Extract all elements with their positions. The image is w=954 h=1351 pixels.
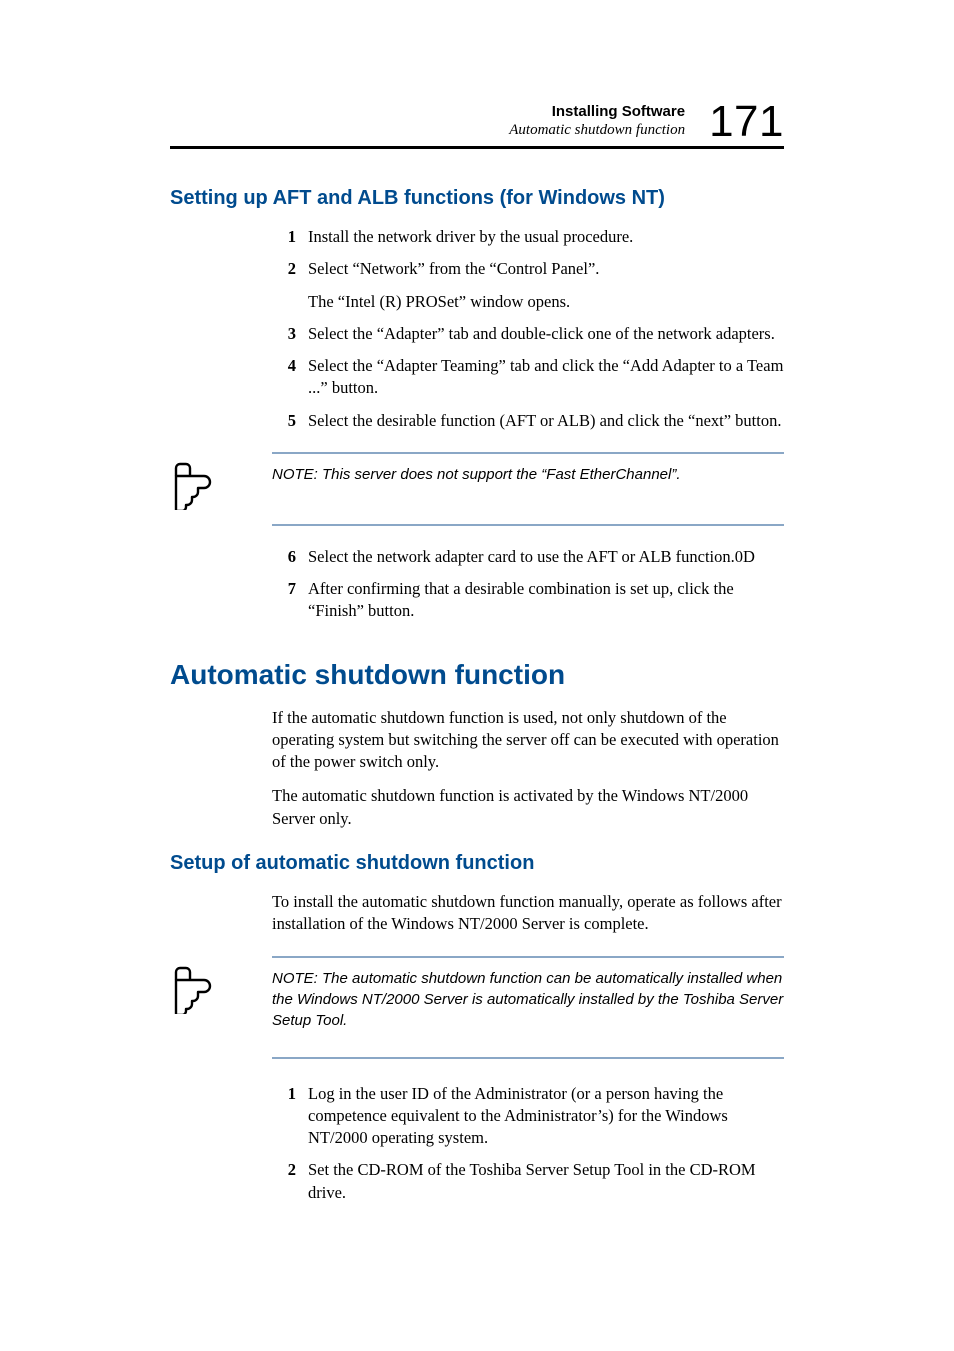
step-number: 2 xyxy=(272,1159,296,1181)
section2-subheading: Setup of automatic shutdown function xyxy=(170,852,784,875)
note-text: NOTE: The automatic shutdown function ca… xyxy=(272,968,784,1031)
step-text: Set the CD-ROM of the Toshiba Server Set… xyxy=(308,1159,784,1204)
header-rule xyxy=(170,146,784,149)
step-text: Select the “Adapter Teaming” tab and cli… xyxy=(308,355,784,400)
section2-steps: 1 Log in the user ID of the Administrato… xyxy=(272,1083,784,1204)
page-number: 171 xyxy=(709,100,784,144)
step-number: 1 xyxy=(272,226,296,248)
step-number: 6 xyxy=(272,546,296,568)
list-item: 6 Select the network adapter card to use… xyxy=(272,546,784,568)
section2-para3: To install the automatic shutdown functi… xyxy=(272,891,784,936)
section1-steps-a: 1 Install the network driver by the usua… xyxy=(272,226,784,313)
step-text-main: Select “Network” from the “Control Panel… xyxy=(308,259,599,278)
step-text: Log in the user ID of the Administrator … xyxy=(308,1083,784,1150)
section2-body-2: To install the automatic shutdown functi… xyxy=(272,891,784,936)
list-item: 5 Select the desirable function (AFT or … xyxy=(272,410,784,432)
list-item: 2 Select “Network” from the “Control Pan… xyxy=(272,258,784,313)
step-number: 7 xyxy=(272,578,296,600)
note-text: NOTE: This server does not support the “… xyxy=(272,464,784,485)
running-head: Installing Software Automatic shutdown f… xyxy=(170,96,784,140)
running-head-text: Installing Software Automatic shutdown f… xyxy=(509,103,685,141)
section2-para1: If the automatic shutdown function is us… xyxy=(272,707,784,774)
step-text: Select the network adapter card to use t… xyxy=(308,546,784,568)
step-number: 2 xyxy=(272,258,296,280)
section1-body: 1 Install the network driver by the usua… xyxy=(272,226,784,432)
list-item: 3 Select the “Adapter” tab and double-cl… xyxy=(272,323,784,345)
list-item: 7 After confirming that a desirable comb… xyxy=(272,578,784,623)
section2-para2: The automatic shutdown function is activ… xyxy=(272,785,784,830)
note-row: NOTE: The automatic shutdown function ca… xyxy=(170,958,784,1057)
note-row: NOTE: This server does not support the “… xyxy=(170,454,784,524)
section1-title: Setting up AFT and ALB functions (for Wi… xyxy=(170,187,784,210)
note-rule-bottom xyxy=(272,524,784,526)
list-item: 2 Set the CD-ROM of the Toshiba Server S… xyxy=(272,1159,784,1204)
note-block-1: NOTE: This server does not support the “… xyxy=(170,452,784,526)
step-text: Select the “Adapter” tab and double-clic… xyxy=(308,323,784,345)
list-item: 1 Install the network driver by the usua… xyxy=(272,226,784,248)
step-text: Select the desirable function (AFT or AL… xyxy=(308,410,784,432)
header-subsection: Automatic shutdown function xyxy=(509,121,685,140)
note-icon xyxy=(170,464,272,510)
section1-steps-c: 6 Select the network adapter card to use… xyxy=(272,546,784,623)
note-block-2: NOTE: The automatic shutdown function ca… xyxy=(170,956,784,1059)
pointing-hand-icon xyxy=(170,966,226,1014)
step-text: After confirming that a desirable combin… xyxy=(308,578,784,623)
step-text: Install the network driver by the usual … xyxy=(308,226,784,248)
step-number: 1 xyxy=(272,1083,296,1105)
step-number: 5 xyxy=(272,410,296,432)
section1-steps-b: 3 Select the “Adapter” tab and double-cl… xyxy=(272,323,784,432)
section2-steps-block: 1 Log in the user ID of the Administrato… xyxy=(272,1083,784,1204)
note-rule-bottom xyxy=(272,1057,784,1059)
step-sub-para: The “Intel (R) PROSet” window opens. xyxy=(308,291,784,313)
list-item: 1 Log in the user ID of the Administrato… xyxy=(272,1083,784,1150)
section2-body: If the automatic shutdown function is us… xyxy=(272,707,784,830)
step-number: 4 xyxy=(272,355,296,377)
page: Installing Software Automatic shutdown f… xyxy=(0,0,954,1351)
section2-title: Automatic shutdown function xyxy=(170,659,784,691)
list-item: 4 Select the “Adapter Teaming” tab and c… xyxy=(272,355,784,400)
pointing-hand-icon xyxy=(170,462,226,510)
section1-body-c: 6 Select the network adapter card to use… xyxy=(272,546,784,623)
step-number: 3 xyxy=(272,323,296,345)
step-text: Select “Network” from the “Control Panel… xyxy=(308,258,784,313)
header-section: Installing Software xyxy=(509,103,685,122)
note-icon xyxy=(170,968,272,1014)
